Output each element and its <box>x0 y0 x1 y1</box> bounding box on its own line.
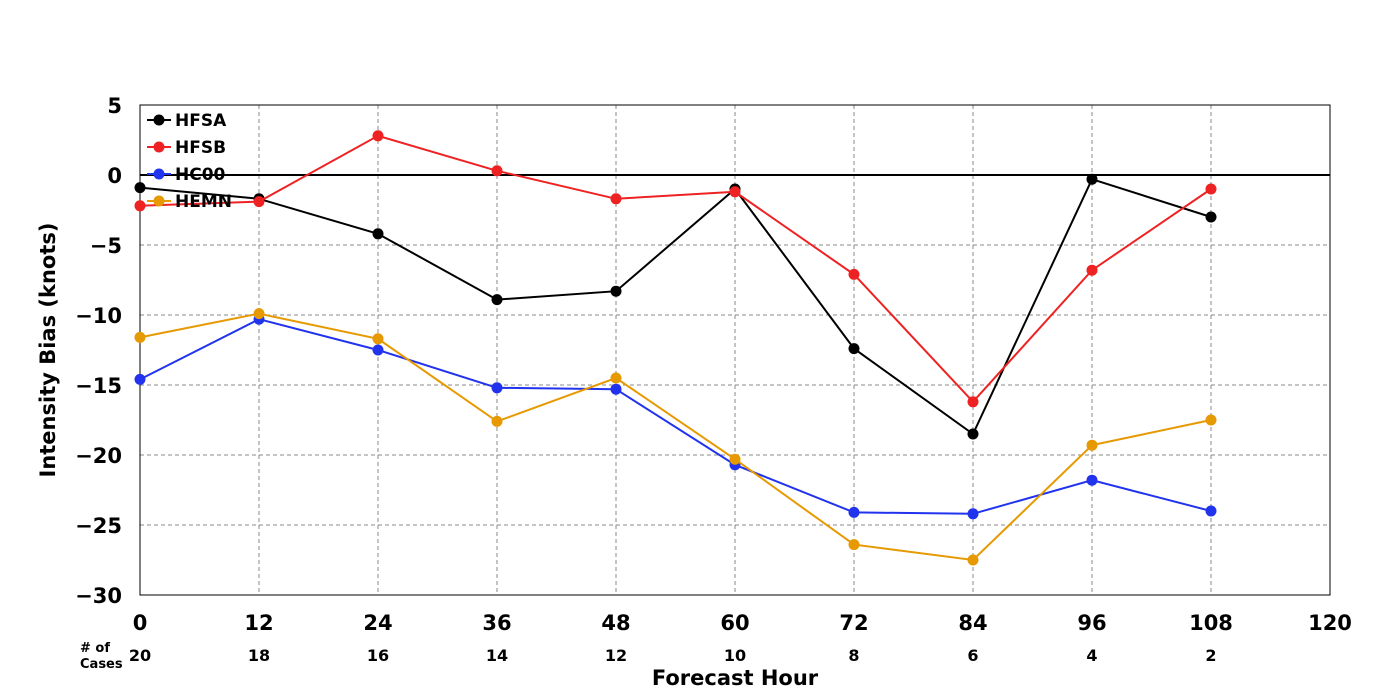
data-point-hc00 <box>134 373 146 385</box>
cases-count: 14 <box>486 646 508 665</box>
cases-count: 6 <box>967 646 978 665</box>
data-point-hfsa <box>134 182 146 194</box>
data-point-hfsb <box>1086 264 1098 276</box>
x-tick-label: 0 <box>133 611 148 635</box>
series-line-hfsb <box>139 134 1212 404</box>
x-tick-labels: 0 12 24 36 48 60 72 84 96 108 120 <box>133 611 1352 635</box>
x-tick-label: 48 <box>601 611 630 635</box>
x-axis-label: Forecast Hour <box>652 666 819 690</box>
y-tick-label: −15 <box>75 374 122 398</box>
series-hfsb <box>134 130 1217 408</box>
cases-title: # of <box>80 641 110 656</box>
data-point-hfsa <box>1205 211 1217 223</box>
x-tick-label: 72 <box>839 611 868 635</box>
data-point-hc00 <box>372 344 384 356</box>
cases-count: 12 <box>605 646 627 665</box>
legend-marker <box>153 141 165 153</box>
cases-count: 16 <box>367 646 389 665</box>
legend-label: HFSB <box>175 138 226 158</box>
plot-frame <box>139 104 1331 596</box>
data-point-hfsb <box>253 196 265 208</box>
legend: HFSA HFSB HC00 HEMN <box>147 111 232 212</box>
series-hfsa <box>134 173 1217 440</box>
y-tick-label: 0 <box>107 164 122 188</box>
y-tick-label: −30 <box>75 584 122 608</box>
data-point-hfsa <box>491 294 503 306</box>
series-hc00 <box>134 313 1217 520</box>
x-tick-label: 12 <box>244 611 273 635</box>
x-tick-label: 60 <box>720 611 749 635</box>
y-tick-labels: 5 0 −5 −10 −15 −20 −25 −30 <box>75 94 122 608</box>
cases-count: 20 <box>129 646 151 665</box>
series-line-hc00 <box>139 318 1212 515</box>
series-line-hfsa <box>139 177 1212 436</box>
legend-marker <box>153 168 165 180</box>
data-point-hemn <box>253 308 265 320</box>
cases-count: 10 <box>724 646 746 665</box>
data-point-hemn <box>848 539 860 551</box>
cases-title: Cases <box>80 657 123 672</box>
data-point-hfsa <box>967 428 979 440</box>
series-layer <box>134 130 1217 566</box>
series-line-hemn <box>139 312 1212 562</box>
cases-row: 20 18 16 14 12 10 8 6 4 2 <box>129 646 1217 665</box>
data-point-hemn <box>491 415 503 427</box>
legend-marker <box>153 195 165 207</box>
data-point-hfsa <box>372 228 384 240</box>
y-tick-label: −25 <box>75 514 122 538</box>
cases-count: 2 <box>1205 646 1216 665</box>
legend-item-hfsa: HFSA <box>147 111 227 131</box>
y-tick-label: 5 <box>107 94 122 118</box>
data-point-hfsb <box>491 165 503 177</box>
data-point-hfsa <box>610 285 622 297</box>
data-point-hc00 <box>491 382 503 394</box>
data-point-hemn <box>134 331 146 343</box>
data-point-hfsb <box>1205 183 1217 195</box>
data-point-hfsb <box>610 193 622 205</box>
data-point-hc00 <box>848 506 860 518</box>
data-point-hemn <box>372 333 384 345</box>
data-point-hc00 <box>967 508 979 520</box>
y-tick-label: −5 <box>90 234 122 258</box>
data-point-hc00 <box>1086 474 1098 486</box>
data-point-hemn <box>729 453 741 465</box>
data-point-hemn <box>1086 439 1098 451</box>
x-tick-label: 24 <box>363 611 392 635</box>
data-point-hfsb <box>848 268 860 280</box>
data-point-hemn <box>1205 414 1217 426</box>
legend-label: HEMN <box>175 192 232 212</box>
cases-count: 8 <box>848 646 859 665</box>
data-point-hc00 <box>1205 505 1217 517</box>
data-point-hemn <box>967 554 979 566</box>
data-point-hfsb <box>729 186 741 198</box>
legend-item-hc00: HC00 <box>147 165 226 185</box>
data-point-hfsb <box>967 396 979 408</box>
y-axis-label: Intensity Bias (knots) <box>36 223 60 478</box>
x-tick-label: 84 <box>958 611 987 635</box>
legend-label: HFSA <box>175 111 227 131</box>
legend-item-hfsb: HFSB <box>147 138 226 158</box>
cases-count: 4 <box>1086 646 1097 665</box>
x-tick-label: 36 <box>482 611 511 635</box>
y-tick-label: −20 <box>75 444 122 468</box>
x-tick-label: 108 <box>1189 611 1233 635</box>
cases-count: 18 <box>248 646 270 665</box>
x-tick-label: 120 <box>1308 611 1352 635</box>
series-hemn <box>134 308 1217 566</box>
legend-item-hemn: HEMN <box>147 192 232 212</box>
legend-label: HC00 <box>175 165 226 185</box>
y-tick-label: −10 <box>75 304 122 328</box>
data-point-hfsa <box>1086 173 1098 185</box>
grid-lines <box>140 105 1330 595</box>
x-tick-label: 96 <box>1077 611 1106 635</box>
data-point-hfsb <box>134 200 146 212</box>
data-point-hemn <box>610 372 622 384</box>
data-point-hfsb <box>372 130 384 142</box>
data-point-hfsa <box>848 343 860 355</box>
data-point-hc00 <box>610 383 622 395</box>
legend-marker <box>153 114 165 126</box>
